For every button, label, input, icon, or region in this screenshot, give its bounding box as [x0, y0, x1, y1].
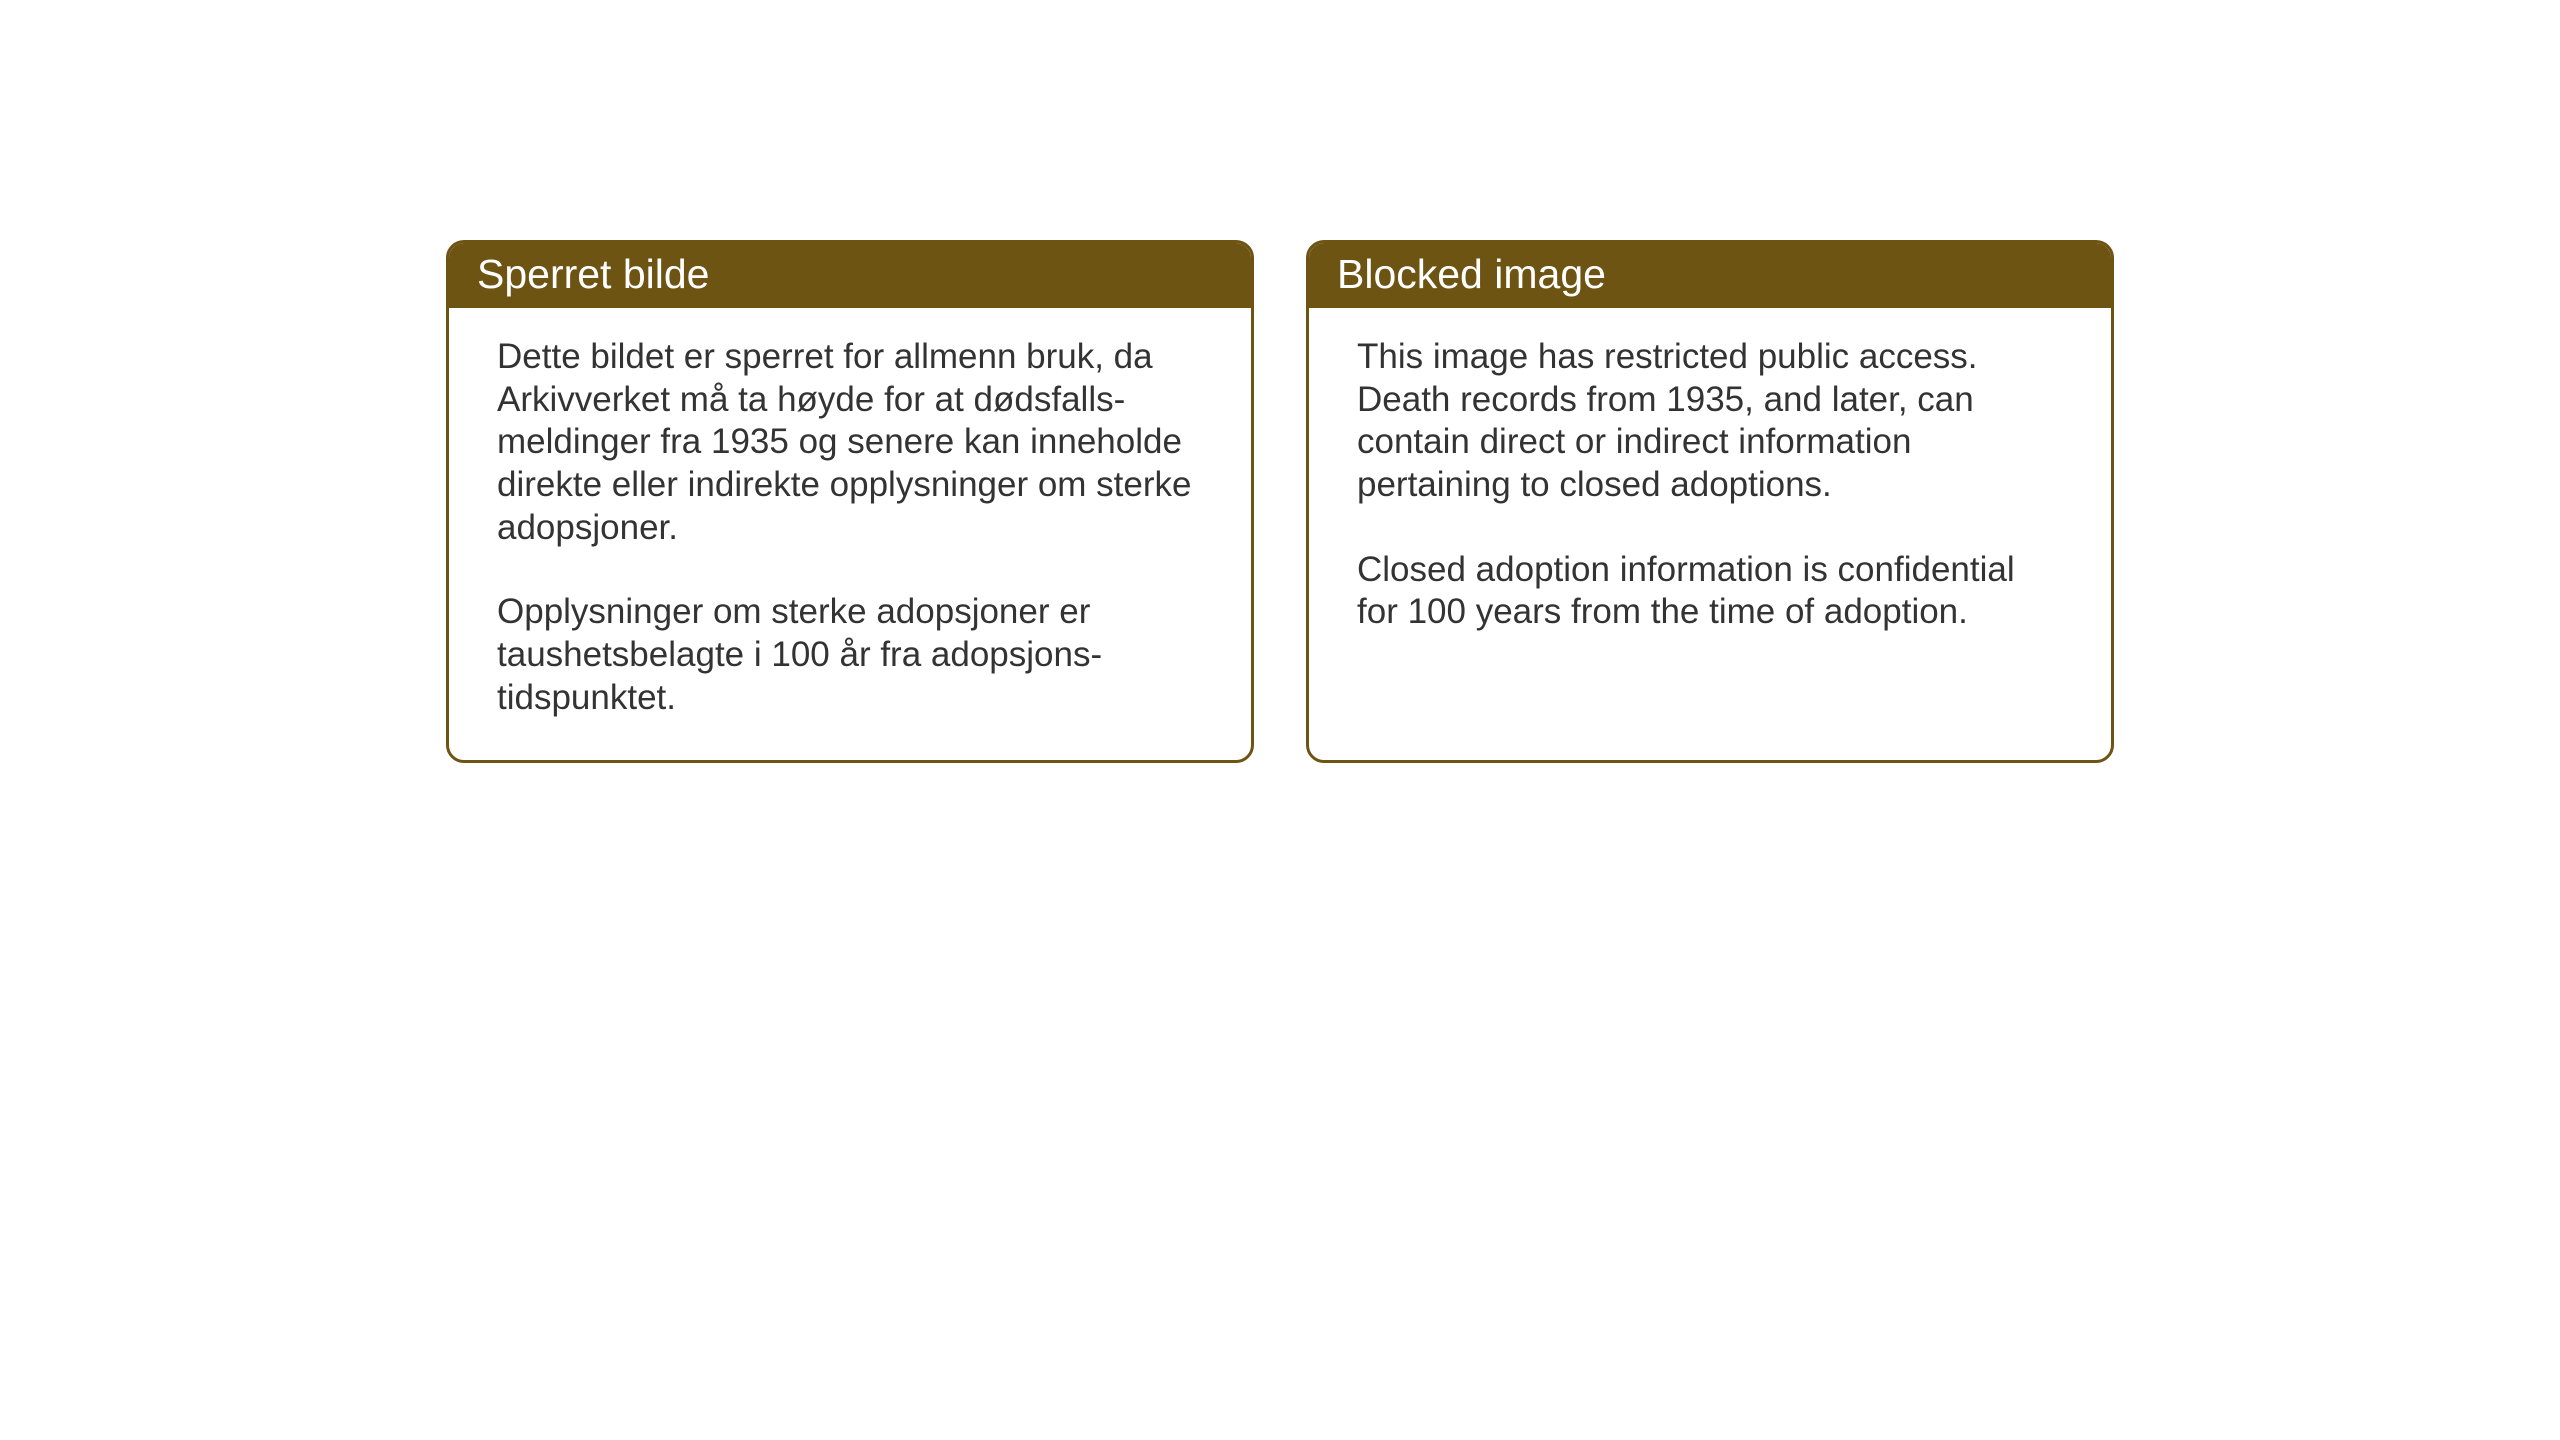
- notice-body-norwegian: Dette bildet er sperret for allmenn bruk…: [449, 308, 1251, 760]
- notice-body-english: This image has restricted public access.…: [1309, 308, 2111, 756]
- notice-paragraph-1-norwegian: Dette bildet er sperret for allmenn bruk…: [497, 336, 1203, 549]
- notice-container: Sperret bilde Dette bildet er sperret fo…: [446, 240, 2114, 763]
- notice-paragraph-2-english: Closed adoption information is confident…: [1357, 549, 2063, 634]
- notice-card-norwegian: Sperret bilde Dette bildet er sperret fo…: [446, 240, 1254, 763]
- notice-paragraph-1-english: This image has restricted public access.…: [1357, 336, 2063, 507]
- notice-paragraph-2-norwegian: Opplysninger om sterke adopsjoner er tau…: [497, 591, 1203, 719]
- notice-title-norwegian: Sperret bilde: [477, 251, 709, 297]
- notice-title-english: Blocked image: [1337, 251, 1606, 297]
- notice-card-english: Blocked image This image has restricted …: [1306, 240, 2114, 763]
- notice-header-english: Blocked image: [1309, 243, 2111, 308]
- notice-header-norwegian: Sperret bilde: [449, 243, 1251, 308]
